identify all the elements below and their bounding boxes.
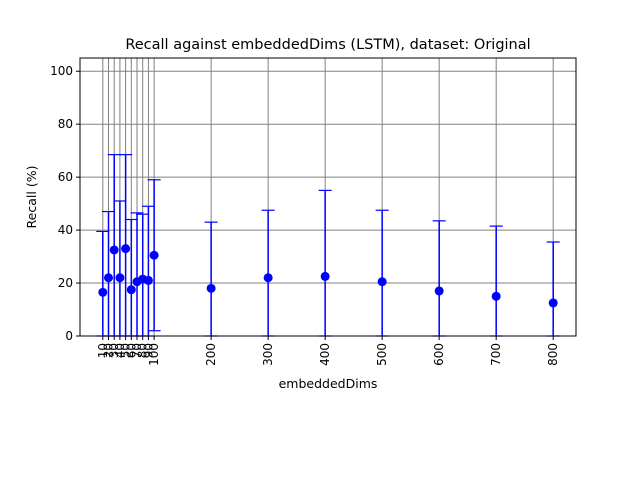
y-tick-label: 0 (65, 329, 73, 343)
data-point (491, 291, 501, 301)
data-point (263, 273, 273, 283)
x-tick-label: 400 (318, 343, 332, 366)
x-tick-label: 90 (141, 343, 155, 358)
x-tick-label: 70 (130, 343, 144, 358)
x-tick-label: 40 (113, 343, 127, 358)
data-point (126, 285, 136, 295)
data-point (121, 244, 131, 254)
data-point (149, 250, 159, 260)
x-tick-label: 10 (96, 343, 110, 358)
data-point (548, 298, 558, 308)
data-point (98, 287, 108, 297)
x-tick-label: 700 (489, 343, 503, 366)
data-point (434, 286, 444, 296)
x-tick-label: 300 (261, 343, 275, 366)
x-axis-label: embeddedDims (279, 376, 378, 391)
y-tick-label: 80 (58, 117, 73, 131)
y-tick-label: 40 (58, 223, 73, 237)
y-tick-label: 60 (58, 170, 73, 184)
chart-title: Recall against embeddedDims (LSTM), data… (125, 37, 530, 53)
y-tick-label: 100 (50, 64, 73, 78)
data-point (206, 283, 216, 293)
data-point (104, 273, 114, 283)
data-point (109, 245, 119, 255)
data-point (115, 273, 125, 283)
error-bars (96, 154, 560, 337)
x-tick-label: 50 (119, 343, 133, 358)
x-tick-label: 200 (204, 343, 218, 366)
x-tick-label: 500 (375, 343, 389, 366)
x-tick-label: 30 (107, 343, 121, 358)
x-tick-label: 60 (124, 343, 138, 358)
x-tick-label: 20 (102, 343, 116, 358)
y-tick-label: 20 (58, 276, 73, 290)
data-point (320, 271, 330, 281)
y-axis-label: Recall (%) (24, 166, 39, 229)
x-tick-label: 800 (546, 343, 560, 366)
x-tick-label: 600 (432, 343, 446, 366)
x-tick-label: 100 (147, 343, 161, 366)
plot-frame (79, 57, 577, 337)
data-points (98, 244, 558, 308)
data-point (143, 275, 153, 285)
data-point (377, 277, 387, 287)
x-tick-label: 80 (136, 343, 150, 358)
